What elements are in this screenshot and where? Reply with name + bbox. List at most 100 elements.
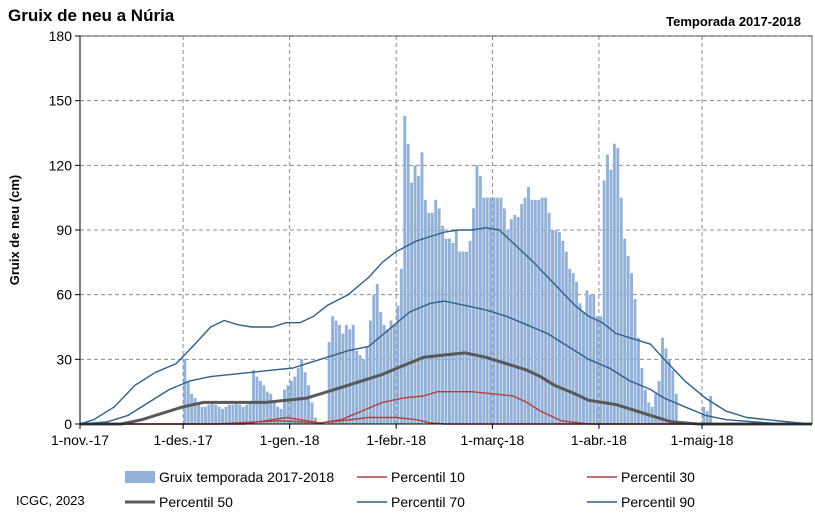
snow-depth-bar <box>231 404 235 424</box>
snow-depth-bar <box>372 294 376 424</box>
snow-depth-bar <box>633 298 637 424</box>
snow-depth-bar <box>252 370 255 424</box>
x-tick-label: 1-febr.-18 <box>366 432 426 448</box>
snow-depth-bar <box>327 342 331 424</box>
y-tick-label: 180 <box>49 28 73 44</box>
snow-depth-bar <box>413 165 417 425</box>
snow-depth-bar <box>430 212 434 424</box>
snow-depth-bar <box>289 380 293 424</box>
snow-depth-bar <box>444 238 448 424</box>
snow-depth-bar <box>234 402 238 424</box>
snow-depth-bar <box>551 230 554 424</box>
snow-depth-bar <box>671 370 675 424</box>
snow-depth-bar <box>623 238 627 424</box>
snow-depth-bar <box>423 199 427 424</box>
legend-label: Percentil 30 <box>621 469 695 485</box>
snow-depth-bar <box>255 376 259 424</box>
y-tick-label: 30 <box>56 351 72 367</box>
snow-depth-bar <box>571 273 575 424</box>
snow-depth-bar <box>300 359 304 424</box>
snow-depth-bar <box>454 230 458 424</box>
y-tick-label: 60 <box>56 287 72 303</box>
snow-depth-bar <box>523 197 527 424</box>
snow-depth-bar <box>355 350 359 424</box>
snow-depth-bar <box>410 182 414 424</box>
snow-depth-bar <box>245 404 249 424</box>
x-tick-label: 1-nov.-17 <box>51 432 109 448</box>
snow-depth-bar <box>619 197 623 424</box>
legend-label: Percentil 90 <box>621 494 695 510</box>
snow-depth-bar <box>207 404 211 424</box>
chart-title: Gruix de neu a Núria <box>8 6 175 25</box>
snow-depth-bar <box>396 305 400 424</box>
snow-depth-bar <box>238 404 242 424</box>
snow-depth-bar <box>190 393 194 424</box>
snow-depth-bar <box>496 197 499 424</box>
snow-depth-bar <box>609 169 613 424</box>
snow-depth-bar <box>403 115 407 424</box>
snow-depth-bar <box>358 355 362 424</box>
snow-depth-bar <box>351 324 355 424</box>
y-tick-label: 90 <box>56 222 72 238</box>
snow-depth-bar <box>210 402 214 424</box>
snow-depth-bar <box>661 337 664 424</box>
snow-depth-bar <box>575 281 579 424</box>
x-tick-label: 1-maig-18 <box>671 432 734 448</box>
snow-depth-bar <box>451 242 455 424</box>
snow-depth-bar <box>547 212 551 424</box>
snow-depth-bar <box>595 316 599 424</box>
snow-depth-bar <box>537 199 541 424</box>
snow-depth-bar <box>509 219 513 424</box>
snow-depth-bar <box>228 404 231 424</box>
snow-depth-bar <box>183 359 187 424</box>
legend-swatch <box>125 471 155 483</box>
snow-depth-bar <box>578 303 582 424</box>
snow-depth-bar <box>561 240 565 424</box>
snow-depth-bar <box>585 290 589 424</box>
snow-depth-bar <box>465 251 469 424</box>
snow-depth-bar <box>296 367 300 424</box>
snow-depth-bar <box>272 402 276 424</box>
snow-depth-bar <box>269 393 273 424</box>
x-tick-label: 1-abr.-18 <box>571 432 627 448</box>
x-tick-label: 1-gen.-18 <box>260 432 320 448</box>
snow-depth-bar <box>602 180 606 424</box>
snow-depth-bar <box>344 324 348 424</box>
snow-depth-bar <box>386 329 390 424</box>
snow-depth-bar <box>214 404 218 424</box>
snow-depth-bar <box>399 268 403 424</box>
legend-label: Percentil 10 <box>391 469 465 485</box>
snow-depth-bar <box>557 232 561 424</box>
snow-depth-bar <box>630 273 634 424</box>
y-axis-title: Gruix de neu (cm) <box>7 175 22 286</box>
percentil-70-line <box>79 300 812 425</box>
snow-depth-bar <box>283 389 286 424</box>
legend-label: Gruix temporada 2017-2018 <box>159 469 334 485</box>
snow-depth-bar <box>434 199 438 424</box>
snow-depth-bar <box>310 402 314 424</box>
chart-subtitle: Temporada 2017-2018 <box>666 14 801 29</box>
percentil-90-line <box>79 227 813 425</box>
snow-depth-bar <box>248 402 252 424</box>
snow-depth-bar <box>461 251 465 424</box>
snow-depth-bar <box>654 393 658 424</box>
snow-depth-bar <box>197 402 201 424</box>
snow-depth-bar <box>417 176 420 424</box>
snow-depth-bar <box>406 143 410 424</box>
snow-depth-bar <box>647 402 651 424</box>
percentil-50-line <box>80 351 812 426</box>
snow-depth-bar <box>657 380 661 424</box>
snow-depth-bar <box>341 333 345 424</box>
y-tick-label: 150 <box>49 93 73 109</box>
credit-text: ICGC, 2023 <box>16 493 85 508</box>
snow-depth-bar <box>441 225 445 424</box>
snow-depth-bar <box>482 197 486 424</box>
snow-depth-bar <box>667 359 671 424</box>
y-tick-label: 0 <box>64 416 72 432</box>
snow-depth-bar <box>527 186 530 424</box>
snow-depth-bar <box>599 316 603 424</box>
snow-depth-bar <box>313 417 317 424</box>
snow-depth-bar <box>393 324 396 424</box>
